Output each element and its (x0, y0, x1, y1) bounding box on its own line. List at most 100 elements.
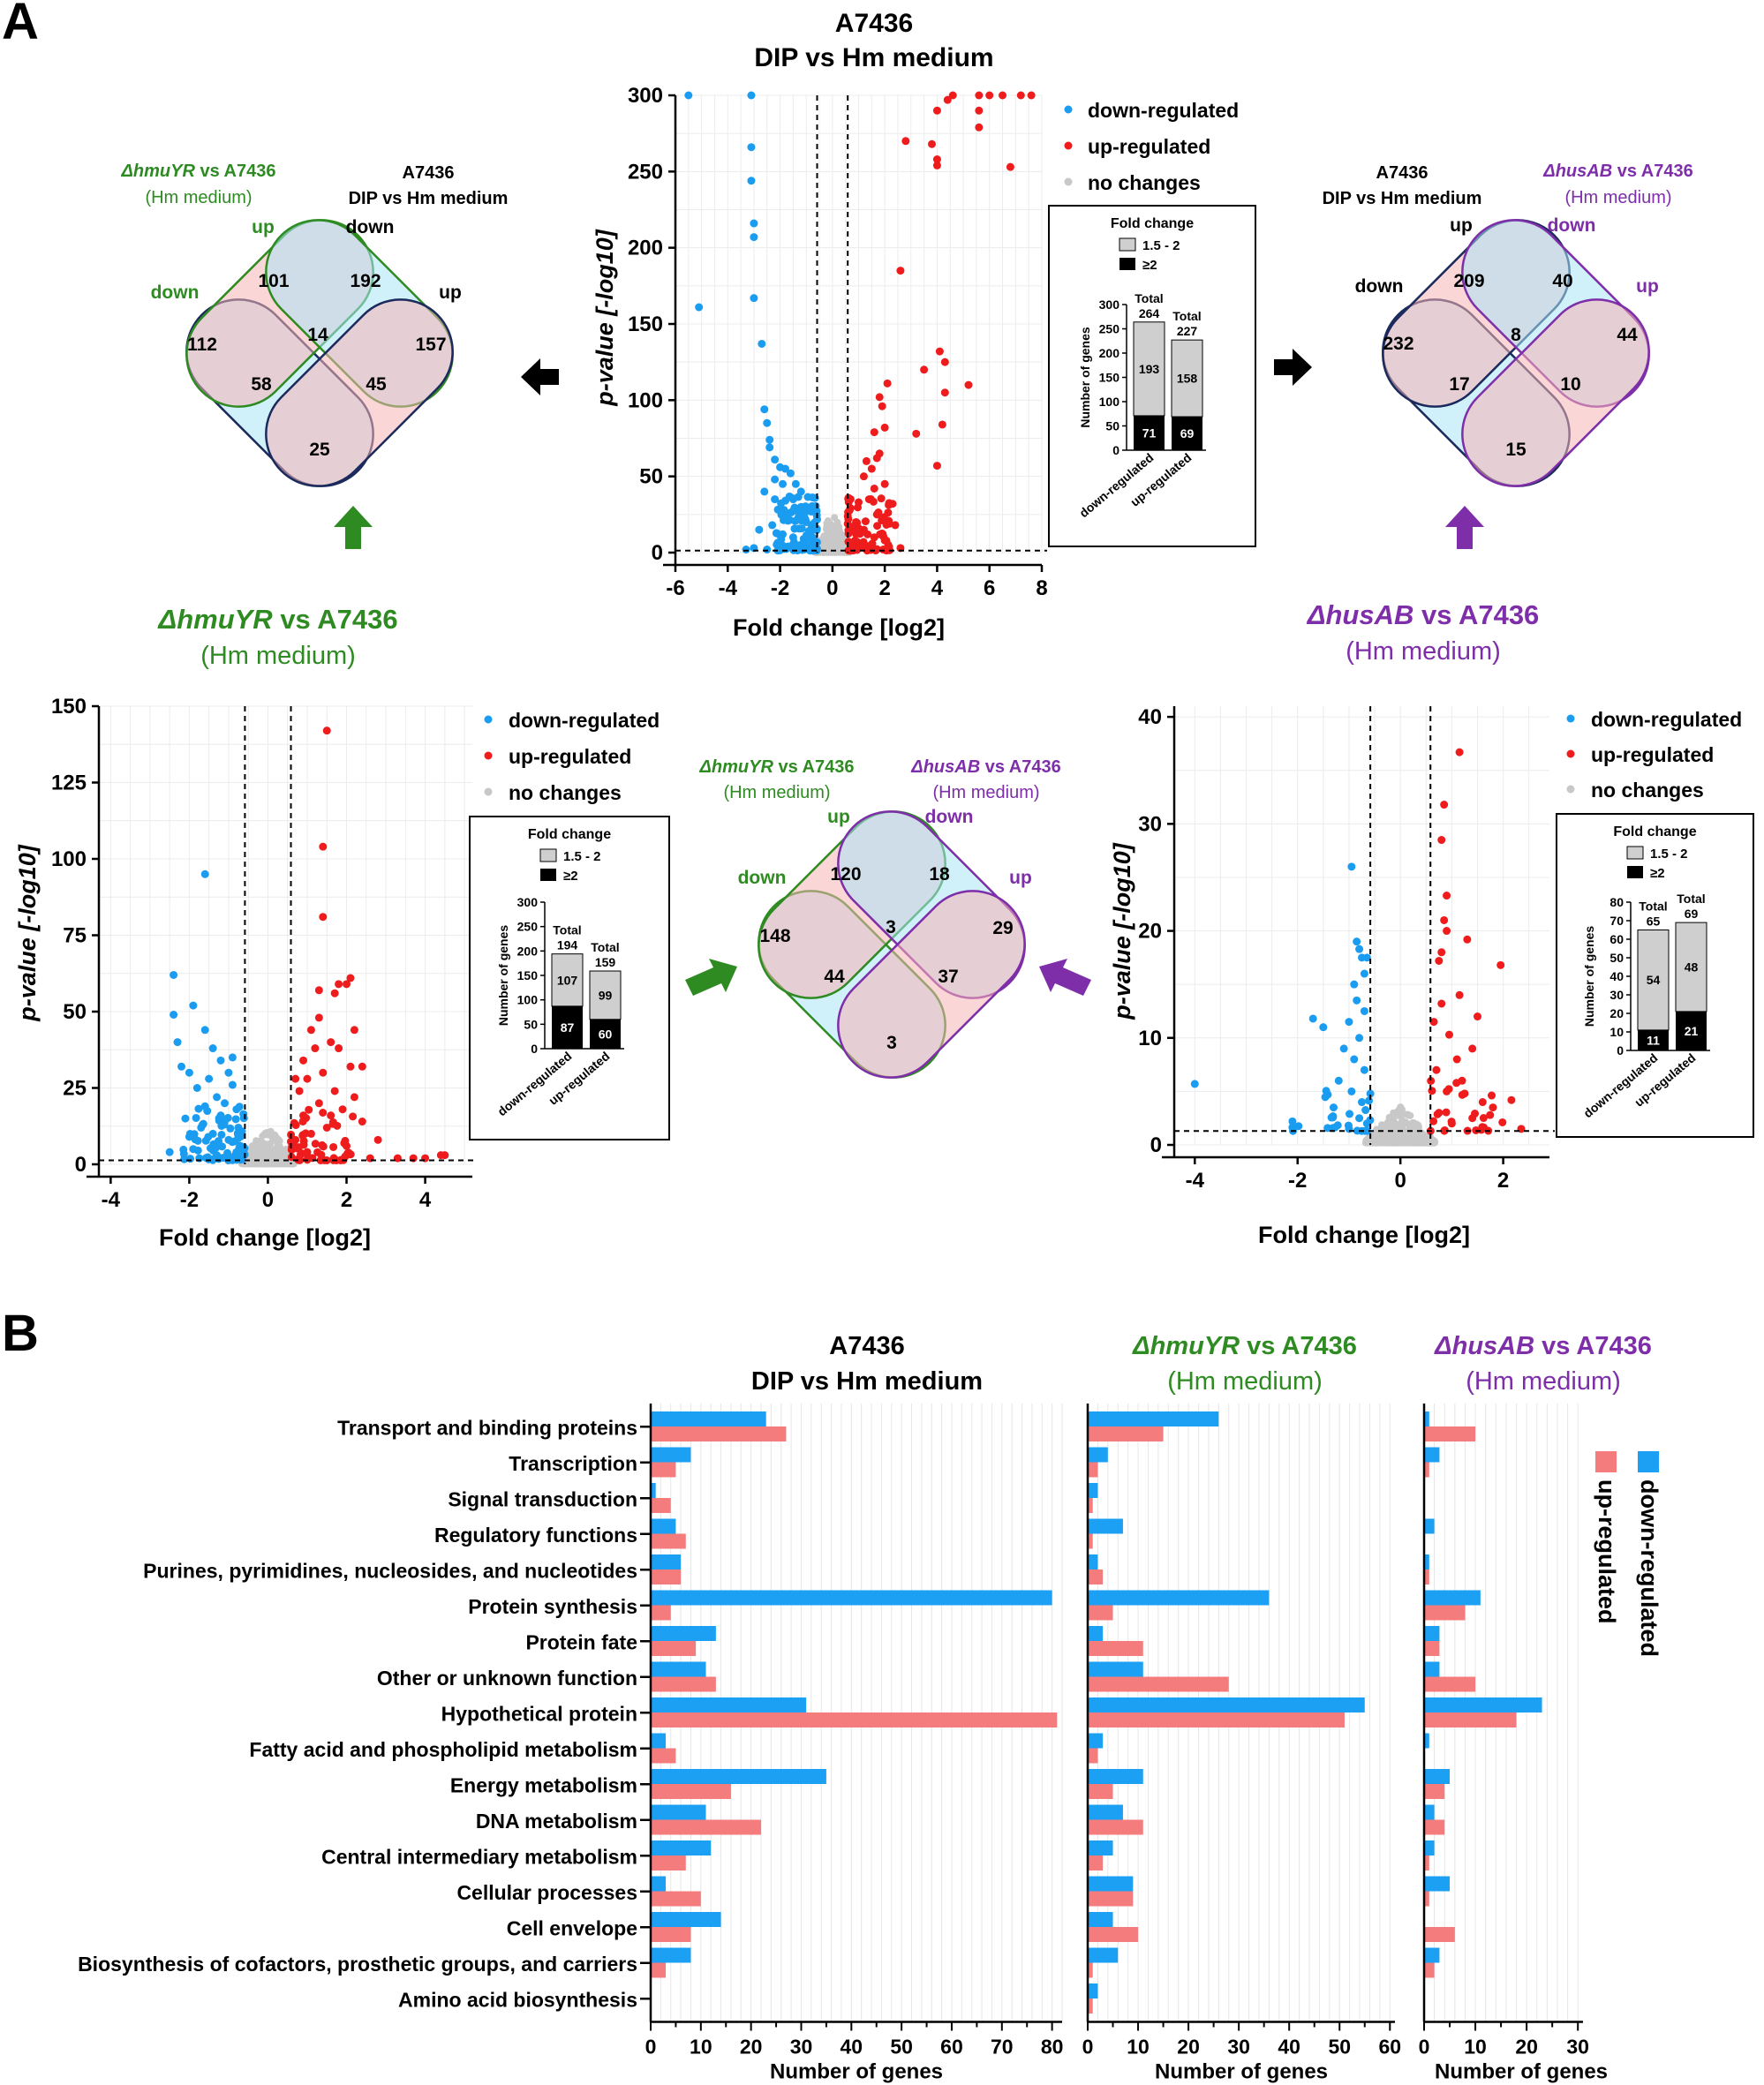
volcano-hus-point-down (1362, 953, 1371, 962)
venn-left-n-down-a: 112 (187, 335, 217, 355)
volcano-hus-point-down (1323, 1124, 1332, 1133)
inset-hmu-total-label: Total (553, 923, 581, 937)
inset-hmu-y-tick-label: 100 (517, 993, 539, 1007)
volcano-top-point-up (854, 503, 863, 512)
venn-left-label-down-b: down (346, 217, 395, 237)
bar-panel1-bar-down (651, 1411, 766, 1426)
volcano-hus-point-up (1458, 1090, 1466, 1099)
volcano-hmu-point-up (313, 1148, 322, 1156)
inset-hus-bar-dark (1676, 1011, 1707, 1050)
bar-panel2-bar-up (1088, 1712, 1345, 1727)
bar-panel3-bar-down (1424, 1626, 1440, 1641)
bar-panel2-bar-down (1088, 1733, 1104, 1749)
bar-panel1-bar-down (651, 1554, 682, 1569)
volcano-hus-point-up (1432, 1065, 1441, 1074)
volcano-top-point-up (928, 139, 936, 148)
volcano-hmu-y-tick-label: 50 (63, 1000, 87, 1024)
bar-panel3-bar-down (1424, 1411, 1429, 1426)
bar-panel1-bar-up (651, 1819, 762, 1835)
venn-middle-label-up-a: up (827, 807, 850, 827)
bar-category-label: DNA metabolism (476, 1810, 637, 1833)
volcano-hus-point-down (1353, 996, 1361, 1005)
inset-hmu-y-tick-label: 300 (517, 895, 539, 909)
venn-left-title-a-sub: (Hm medium) (145, 188, 252, 207)
inset-top-legend-light-label: 1.5 - 2 (1142, 238, 1180, 253)
volcano-hus-point-up (1473, 1012, 1481, 1021)
bar-panel2-x-tick-label: 0 (1082, 2036, 1094, 2059)
venn-middle-n-bottom: 3 (886, 1033, 897, 1053)
bar-panel2-bar-down (1088, 1447, 1108, 1463)
volcano-top-point-up (901, 137, 910, 146)
volcano-hmu-point-down (233, 1129, 242, 1138)
legend-none-marker (484, 787, 493, 796)
venn-right-title-a-1: A7436 (1376, 163, 1429, 183)
volcano-top-point-up (932, 161, 941, 169)
volcano-hus-point-nochange (1419, 1137, 1427, 1145)
volcano-hmu-point-up (319, 913, 328, 922)
volcano-top-point-down (781, 464, 789, 473)
venn-right-n-down-a: 232 (1383, 334, 1413, 354)
bar-panel2-bar-down (1088, 1518, 1123, 1534)
volcano-top-legend: down-regulated up-regulated no changes (1064, 99, 1239, 194)
volcano-hus-point-down (1329, 1103, 1338, 1112)
volcano-hmu-point-down (199, 1119, 207, 1128)
inset-top-bar-dark-value: 69 (1180, 426, 1195, 440)
volcano-hmu-title-suffix: vs A7436 (273, 604, 398, 635)
bar-panel2-x-tick-label: 60 (1378, 2036, 1401, 2059)
bar-category-label: Cell envelope (507, 1916, 637, 1939)
volcano-top-point-down (747, 177, 756, 185)
venn-middle-capsule (758, 810, 946, 999)
volcano-top-point-down (776, 539, 785, 548)
volcano-top-point-down (812, 525, 821, 534)
venn-left-n-up-a: 101 (258, 271, 289, 291)
bar-panel3-bar-down (1424, 1661, 1440, 1677)
volcano-top-point-down (765, 443, 774, 452)
volcano-hmu-point-up (291, 1121, 300, 1130)
volcano-hus-point-up (1443, 927, 1451, 936)
inset-hus-total-value: 65 (1647, 915, 1661, 929)
volcano-hus-point-down (1353, 1126, 1361, 1135)
bar-category-label: Protein synthesis (468, 1595, 637, 1618)
volcano-hus-x-tick-label: 0 (1394, 1169, 1406, 1193)
inset-hus-y-tick-label: 70 (1609, 914, 1624, 928)
volcano-hus-point-down (1294, 1122, 1303, 1131)
bar-panel3-bar-down (1424, 1590, 1481, 1606)
legend-up-label: up-regulated (1591, 743, 1714, 766)
volcano-hmu-point-down (165, 1148, 174, 1156)
volcano-hus-point-down (1358, 1098, 1366, 1107)
bar-panel1-bar-up (651, 1641, 697, 1656)
volcano-hus-point-nochange (1362, 1139, 1370, 1147)
volcano-hmu-point-down (224, 1068, 233, 1077)
bar-panel3-bar-down (1424, 1554, 1429, 1569)
volcano-hmu-point-up (314, 1013, 323, 1022)
panel-label-b: B (2, 1305, 39, 1362)
volcano-top-point-down (750, 294, 758, 303)
volcano-top-point-up (847, 526, 856, 535)
volcano-top-point-down (742, 546, 750, 554)
inset-top-y-tick-label: 150 (1099, 371, 1120, 385)
inset-hmu-y-tick-label: 150 (517, 968, 539, 982)
inset-hus-bar-dark (1638, 1029, 1669, 1050)
volcano-hmu-point-up (327, 1038, 335, 1047)
bar-panel2-bar-down (1088, 1626, 1104, 1641)
volcano-top-title-line1: A7436 (835, 9, 913, 38)
bar-panel1-x-tick-label: 0 (645, 2036, 657, 2059)
volcano-hmu-x-tick-label: 2 (341, 1188, 352, 1212)
bar-panel1-bar-down (651, 1912, 721, 1927)
volcano-top-point-nochange (822, 536, 830, 544)
volcano-hmu-point-down (208, 1155, 217, 1164)
volcano-hus-ylabel: p-value [-log10] (1109, 842, 1135, 1020)
bar-panel2-bar-down (1088, 1876, 1134, 1892)
volcano-top-point-up (985, 91, 994, 100)
inset-hus-y-tick-label: 30 (1609, 988, 1624, 1002)
volcano-hmu-x-tick-label: 4 (419, 1188, 432, 1212)
arrow-left-black (521, 358, 559, 395)
volcano-hus: ΔhusAB vs A7436 (Hm medium) -4 -2 0 2010203… (1109, 599, 1754, 1248)
volcano-top-point-down (777, 510, 786, 519)
volcano-hmu-point-down (185, 1129, 194, 1138)
volcano-hus-point-up (1489, 1103, 1497, 1112)
volcano-hus-title-gene: ΔhusAB (1307, 599, 1414, 630)
inset-hus-legend-light-label: 1.5 - 2 (1650, 847, 1688, 862)
volcano-hmu-title-gene: ΔhmuYR (157, 604, 273, 635)
